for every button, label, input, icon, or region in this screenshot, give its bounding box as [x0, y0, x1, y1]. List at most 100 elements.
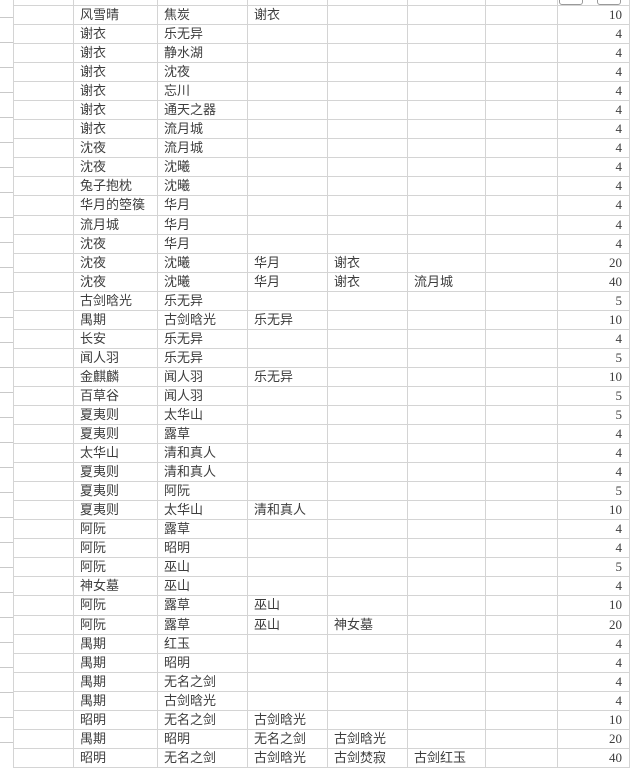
cell[interactable]	[486, 444, 558, 464]
cell[interactable]: 谢衣	[328, 253, 408, 273]
cell[interactable]: 沈夜	[74, 139, 158, 159]
cell[interactable]	[486, 120, 558, 140]
cell[interactable]: 4	[558, 577, 630, 597]
cell[interactable]: 乐无异	[248, 367, 328, 387]
cell[interactable]: 10	[558, 6, 630, 26]
cell[interactable]	[248, 520, 328, 540]
cell[interactable]: 沈曦	[158, 253, 248, 273]
cell[interactable]: 清和真人	[158, 463, 248, 483]
cell[interactable]: 4	[558, 158, 630, 178]
cell[interactable]	[328, 710, 408, 730]
cell[interactable]: 沈夜	[74, 253, 158, 273]
cell[interactable]	[408, 577, 486, 597]
cell[interactable]	[328, 558, 408, 578]
cell[interactable]: 乐无异	[248, 310, 328, 330]
cell[interactable]: 4	[558, 25, 630, 45]
cell[interactable]: 阿阮	[74, 615, 158, 635]
cell[interactable]	[14, 101, 74, 121]
cell[interactable]	[408, 139, 486, 159]
cell[interactable]	[408, 367, 486, 387]
cell[interactable]	[14, 139, 74, 159]
cell[interactable]	[486, 272, 558, 292]
cell[interactable]: 古剑晗光	[328, 729, 408, 749]
cell[interactable]	[408, 653, 486, 673]
cell[interactable]: 闻人羽	[74, 348, 158, 368]
cell[interactable]	[408, 444, 486, 464]
cell[interactable]	[328, 367, 408, 387]
cell[interactable]	[328, 691, 408, 711]
cell[interactable]	[248, 196, 328, 216]
cell[interactable]: 巫山	[158, 558, 248, 578]
cell[interactable]	[486, 615, 558, 635]
cell[interactable]	[74, 0, 158, 6]
cell[interactable]	[328, 6, 408, 26]
cell[interactable]: 4	[558, 653, 630, 673]
cell[interactable]: 阿阮	[158, 482, 248, 502]
cell[interactable]: 谢衣	[74, 120, 158, 140]
cell[interactable]	[486, 520, 558, 540]
cell[interactable]	[14, 215, 74, 235]
cell[interactable]	[408, 558, 486, 578]
cell[interactable]	[486, 405, 558, 426]
cell[interactable]	[328, 405, 408, 426]
cell[interactable]: 夏夷则	[74, 501, 158, 521]
cell[interactable]: 禺期	[74, 691, 158, 711]
cell[interactable]: 4	[558, 82, 630, 102]
cell[interactable]	[328, 653, 408, 673]
cell[interactable]: 阿阮	[74, 596, 158, 616]
cell[interactable]: 谢衣	[74, 25, 158, 45]
cell[interactable]	[14, 253, 74, 273]
cell[interactable]	[486, 577, 558, 597]
cell[interactable]	[486, 158, 558, 178]
cell[interactable]: 5	[558, 558, 630, 578]
cell[interactable]: 太华山	[158, 501, 248, 521]
cell[interactable]: 流月城	[158, 120, 248, 140]
cell[interactable]	[14, 367, 74, 387]
cell[interactable]: 夏夷则	[74, 425, 158, 445]
cell[interactable]: 4	[558, 120, 630, 140]
cell[interactable]: 禺期	[74, 672, 158, 692]
cell[interactable]	[408, 310, 486, 330]
cell[interactable]	[408, 425, 486, 445]
cell[interactable]	[486, 348, 558, 368]
cell[interactable]	[408, 405, 486, 426]
cell[interactable]: 华月	[248, 253, 328, 273]
cell[interactable]	[408, 158, 486, 178]
cell[interactable]	[248, 463, 328, 483]
cell[interactable]: 乐无异	[158, 25, 248, 45]
cell[interactable]	[328, 520, 408, 540]
cell[interactable]: 通天之器	[158, 101, 248, 121]
cell[interactable]: 阿阮	[74, 520, 158, 540]
cell[interactable]: 乐无异	[158, 329, 248, 349]
cell[interactable]	[328, 310, 408, 330]
cell[interactable]	[408, 234, 486, 254]
cell[interactable]	[14, 0, 74, 6]
cell[interactable]	[248, 120, 328, 140]
cell[interactable]	[14, 425, 74, 445]
cell[interactable]: 5	[558, 348, 630, 368]
cell[interactable]: 神女墓	[328, 615, 408, 635]
cell[interactable]	[248, 101, 328, 121]
cell[interactable]: 昭明	[158, 539, 248, 559]
cell[interactable]	[328, 482, 408, 502]
cell[interactable]: 古剑晗光	[248, 710, 328, 730]
cell[interactable]	[328, 425, 408, 445]
cell[interactable]: 10	[558, 367, 630, 387]
cell[interactable]	[486, 501, 558, 521]
cell[interactable]	[328, 539, 408, 559]
cell[interactable]: 昭明	[74, 748, 158, 768]
cell[interactable]: 流月城	[158, 139, 248, 159]
cell[interactable]: 阿阮	[74, 539, 158, 559]
cell[interactable]	[14, 520, 74, 540]
cell[interactable]	[14, 444, 74, 464]
cell[interactable]	[328, 120, 408, 140]
cell[interactable]: 20	[558, 729, 630, 749]
cell[interactable]: 沈曦	[158, 272, 248, 292]
cell[interactable]	[408, 615, 486, 635]
cell[interactable]	[14, 348, 74, 368]
cell[interactable]: 古剑晗光	[74, 291, 158, 311]
cell[interactable]	[486, 215, 558, 235]
toolbar-button-fragment-icon[interactable]	[597, 0, 621, 5]
cell[interactable]	[408, 386, 486, 406]
cell[interactable]	[486, 748, 558, 768]
